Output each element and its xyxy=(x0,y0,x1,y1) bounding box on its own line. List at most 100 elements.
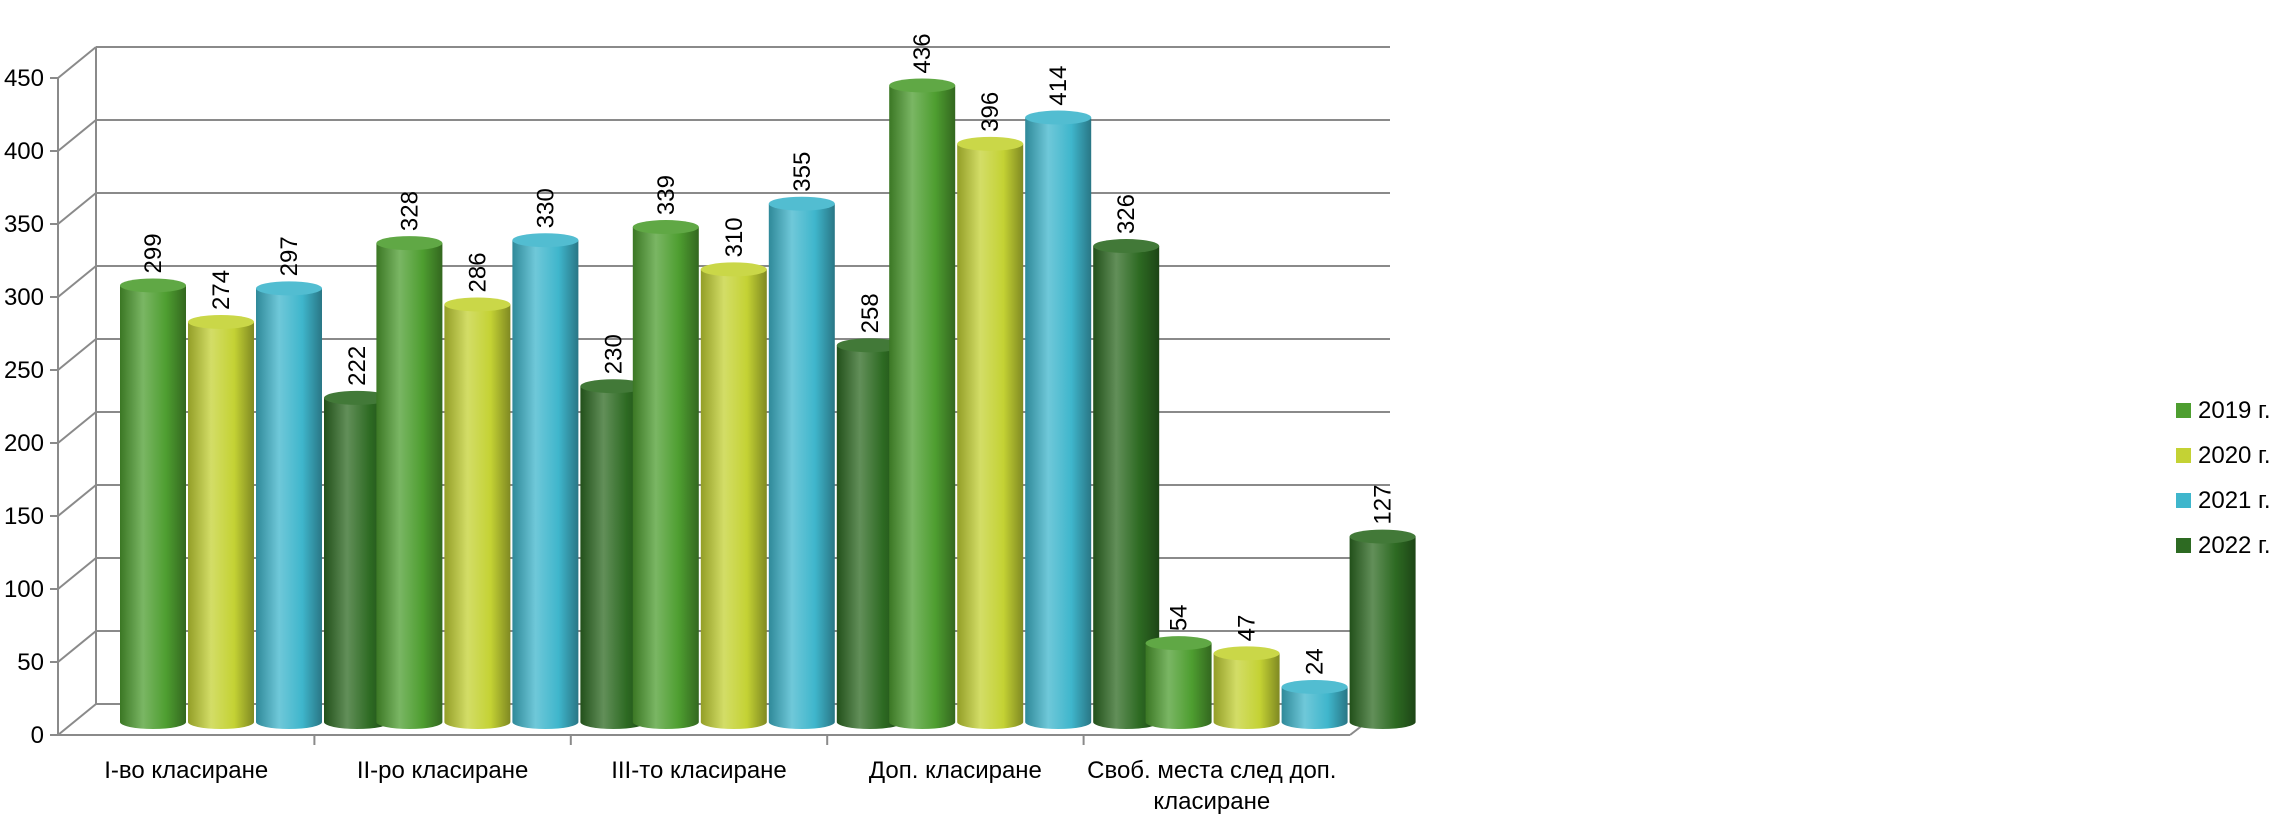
y-axis-ticks: 0 50 100 150 200 250 300 350 400 450 xyxy=(4,65,58,749)
bar-body xyxy=(376,243,443,729)
x-category-label: II-ро класиране xyxy=(357,757,529,784)
bar-body xyxy=(836,345,903,729)
bar-top xyxy=(957,136,1024,151)
bar-top xyxy=(256,281,322,296)
x-category-label: III-то класиране xyxy=(611,757,787,784)
bar-body xyxy=(256,288,322,729)
bar-body xyxy=(768,203,835,729)
data-label-2021-г: 24 xyxy=(1302,648,1329,675)
bar-2020-г-4 xyxy=(1213,646,1280,729)
bar-2020-г-3 xyxy=(957,136,1024,730)
data-label-2020-г: 274 xyxy=(208,270,235,310)
y-tick-label: 350 xyxy=(4,211,44,238)
gridline-diagonal xyxy=(57,119,97,152)
bar-2019-г-1 xyxy=(376,236,443,729)
legend: 2019 г. 2020 г. 2021 г. 2022 г. xyxy=(2176,388,2271,568)
bar-2021-г-0 xyxy=(256,281,322,729)
bar-top xyxy=(1349,529,1416,544)
data-label-2021-г: 355 xyxy=(789,152,816,192)
data-label-2020-г: 396 xyxy=(977,92,1004,132)
bar-top xyxy=(1145,636,1212,651)
bar-body xyxy=(324,397,390,729)
y-tick-label: 400 xyxy=(4,138,44,165)
bar-top xyxy=(836,338,903,353)
bar-2020-г-1 xyxy=(444,297,511,729)
bar-2019-г-2 xyxy=(632,220,699,729)
x-category-label: Своб. места след доп. xyxy=(1087,757,1336,784)
legend-swatch-2019 xyxy=(2176,403,2191,418)
y-tick-label: 0 xyxy=(31,722,44,749)
bar-top xyxy=(700,262,767,277)
bar-2021-г-4 xyxy=(1281,679,1348,729)
bar-2021-г-1 xyxy=(512,233,579,729)
y-tick-label: 300 xyxy=(4,284,44,311)
bar-top xyxy=(1093,239,1160,254)
gridline-diagonal xyxy=(57,630,97,663)
bar-top xyxy=(632,220,699,235)
bar-2022-г-4 xyxy=(1349,529,1416,729)
legend-label-2022: 2022 г. xyxy=(2198,531,2271,559)
gridline-diagonal xyxy=(57,192,97,225)
data-label-2022-г: 258 xyxy=(857,293,884,333)
bar-body xyxy=(1025,117,1092,729)
data-label-2022-г: 222 xyxy=(344,346,371,386)
bar-body xyxy=(444,304,511,729)
bar-body xyxy=(512,240,579,729)
y-tick-label: 450 xyxy=(4,65,44,92)
legend-label-2020: 2020 г. xyxy=(2198,441,2271,469)
bar-body xyxy=(632,227,699,729)
x-axis-labels: I-во класиране II-ро класиране III-то клас… xyxy=(104,735,1336,815)
data-label-2020-г: 310 xyxy=(721,217,748,257)
x-category-label: Доп. класиране xyxy=(869,757,1042,784)
bar-2019-г-0 xyxy=(120,278,186,729)
gridline-diagonal xyxy=(57,338,97,371)
bar-body xyxy=(188,321,254,729)
data-label-2019-г: 328 xyxy=(396,191,423,231)
chart-walls xyxy=(57,47,1391,736)
gridline-diagonal xyxy=(57,265,97,298)
y-tick-label: 100 xyxy=(4,576,44,603)
data-label-2019-г: 436 xyxy=(909,33,936,73)
bar-body xyxy=(700,269,767,729)
bar-2022-г-1 xyxy=(580,379,647,729)
data-label-2020-г: 47 xyxy=(1234,615,1261,642)
data-label-2020-г: 286 xyxy=(464,252,491,292)
data-labels: 299 274 297 222 328 286 330 230 339 310 355 258 436 3… xyxy=(140,33,1397,675)
data-label-2021-г: 297 xyxy=(276,236,303,276)
bar-body xyxy=(889,85,956,729)
bar-2022-г-0 xyxy=(324,390,390,729)
bar-2022-г-2 xyxy=(836,338,903,729)
bar-top xyxy=(512,233,579,248)
bar-2021-г-2 xyxy=(768,196,835,729)
bars xyxy=(120,78,1416,730)
legend-item-2020: 2020 г. xyxy=(2176,433,2271,478)
legend-item-2022: 2022 г. xyxy=(2176,523,2271,568)
bar-top xyxy=(324,390,390,405)
bar-body xyxy=(1281,686,1348,729)
legend-item-2019: 2019 г. xyxy=(2176,388,2271,433)
bar-body xyxy=(580,386,647,729)
gridline-diagonal xyxy=(57,557,97,590)
bar-top xyxy=(444,297,511,312)
legend-item-2021: 2021 г. xyxy=(2176,478,2271,523)
bar-top xyxy=(120,278,186,293)
y-tick-label: 250 xyxy=(4,357,44,384)
legend-label-2019: 2019 г. xyxy=(2198,396,2271,424)
gridline-diagonal xyxy=(57,703,97,736)
bar-top xyxy=(376,236,443,251)
gridline-diagonal xyxy=(57,484,97,517)
data-label-2021-г: 414 xyxy=(1045,66,1072,106)
y-tick-label: 200 xyxy=(4,430,44,457)
bar-body xyxy=(1349,536,1416,729)
bar-top xyxy=(188,314,254,329)
gridline-diagonal xyxy=(57,411,97,444)
bar-body xyxy=(957,143,1024,730)
legend-swatch-2020 xyxy=(2176,448,2191,463)
data-label-2019-г: 299 xyxy=(140,233,167,273)
legend-swatch-2022 xyxy=(2176,538,2191,553)
bar-body xyxy=(1093,246,1160,730)
bar-2019-г-4 xyxy=(1145,636,1212,729)
legend-label-2021: 2021 г. xyxy=(2198,486,2271,514)
data-label-2019-г: 54 xyxy=(1166,604,1193,631)
